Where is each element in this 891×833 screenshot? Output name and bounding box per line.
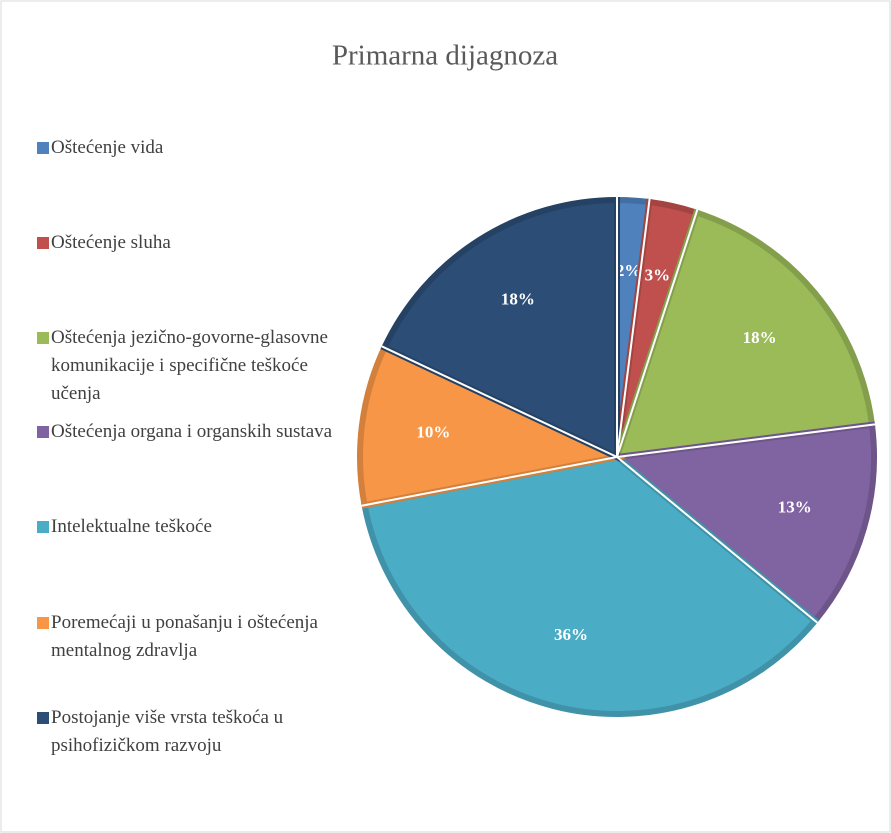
data-label: 3% (645, 265, 671, 284)
legend-label: Intelektualne teškoće (51, 516, 212, 537)
data-label: 18% (743, 328, 777, 347)
data-label: 36% (554, 625, 588, 644)
legend-item: Oštećenja jezično-govorne-glasovne komun… (37, 324, 337, 408)
pie-slice (380, 196, 620, 462)
legend-item: Intelektualne teškoće (37, 513, 337, 541)
legend-label: Oštećenje vida (51, 137, 164, 158)
pie: 0%2%3%18%13%36%10%18% (357, 196, 877, 717)
legend-item: Oštećenje sluha (37, 229, 337, 257)
pie-slice (609, 421, 877, 626)
legend-swatch (37, 237, 49, 249)
legend-item: Poremećaji u ponašanju i oštećenja menta… (37, 609, 337, 665)
legend-swatch (37, 426, 49, 438)
pie-slice (612, 208, 876, 461)
legend-swatch (37, 142, 49, 154)
pie-slice (361, 453, 820, 717)
slice-separator (381, 345, 618, 458)
legend-label: Postojanje više vrsta teškoća u psihofiz… (51, 707, 284, 756)
data-label: 18% (501, 290, 535, 309)
data-label: 13% (778, 498, 812, 517)
legend-swatch (37, 617, 49, 629)
legend-label: Poremećaji u ponašanju i oštećenja menta… (51, 612, 318, 661)
legend-label: Oštećenja organa i organskih sustava (51, 421, 333, 442)
slice-separator (616, 198, 651, 458)
slice-separator (616, 423, 876, 458)
legend-item: Oštećenje vida (37, 134, 337, 162)
slice-separator (616, 456, 818, 624)
legend-swatch (37, 712, 49, 724)
chart-title: Primarna dijagnoza (332, 40, 558, 72)
legend-swatch (37, 332, 49, 344)
legend-swatch (37, 521, 49, 533)
pie-slice (357, 343, 627, 509)
data-label: 2% (616, 261, 642, 280)
legend-label: Oštećenje sluha (51, 232, 171, 253)
legend-label: Oštećenja jezično-govorne-glasovne komun… (51, 327, 328, 404)
legend-item: Postojanje više vrsta teškoća u psihofiz… (37, 704, 337, 760)
slice-separator (616, 209, 699, 458)
data-label: 10% (416, 423, 450, 442)
legend-item: Oštećenja organa i organskih sustava (37, 418, 337, 446)
slice-separator (361, 456, 618, 507)
